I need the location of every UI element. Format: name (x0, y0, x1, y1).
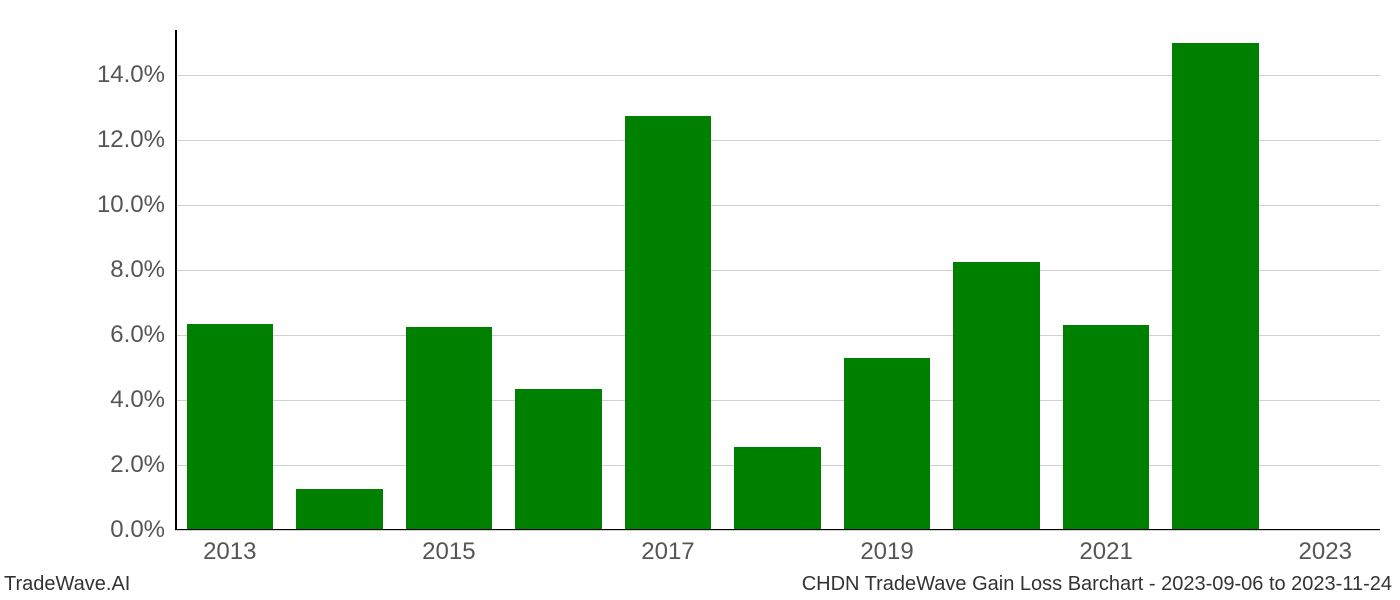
y-tick-label: 14.0% (97, 61, 165, 89)
y-tick-label: 12.0% (97, 126, 165, 154)
bar (734, 447, 821, 530)
x-tick-label: 2013 (203, 538, 256, 566)
bar (844, 358, 931, 530)
bar (296, 489, 383, 530)
y-tick-label: 10.0% (97, 191, 165, 219)
y-axis-line (175, 30, 177, 530)
x-tick-label: 2019 (860, 538, 913, 566)
bar-chart: 0.0%2.0%4.0%6.0%8.0%10.0%12.0%14.0% 2013… (175, 30, 1380, 530)
bar (1063, 325, 1150, 530)
y-tick-label: 6.0% (110, 321, 165, 349)
y-tick-label: 0.0% (110, 516, 165, 544)
footer-left-brand: TradeWave.AI (4, 573, 130, 596)
y-tick-label: 2.0% (110, 451, 165, 479)
bar (1172, 43, 1259, 530)
bar (187, 324, 274, 530)
gridline (175, 530, 1380, 531)
x-tick-label: 2021 (1079, 538, 1132, 566)
bar (515, 389, 602, 530)
footer-right-title: CHDN TradeWave Gain Loss Barchart - 2023… (802, 573, 1392, 596)
plot-region (175, 30, 1380, 530)
x-axis-line (175, 529, 1380, 531)
bar (953, 262, 1040, 530)
x-tick-label: 2017 (641, 538, 694, 566)
y-tick-label: 4.0% (110, 386, 165, 414)
x-tick-label: 2023 (1299, 538, 1352, 566)
bar (406, 327, 493, 530)
bar (625, 116, 712, 530)
x-tick-label: 2015 (422, 538, 475, 566)
y-tick-label: 8.0% (110, 256, 165, 284)
